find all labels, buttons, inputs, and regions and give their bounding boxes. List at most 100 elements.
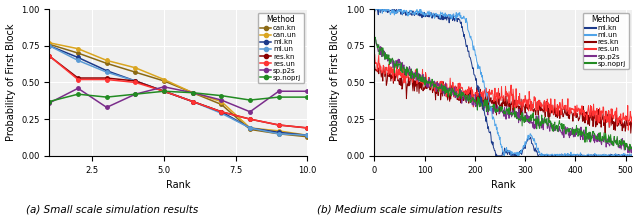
ml.kn [375, 8, 383, 10]
res.un [189, 100, 196, 103]
ml.kn [417, 13, 425, 15]
ml.un [160, 90, 168, 92]
ml.un [371, 8, 379, 10]
sp.p2s [417, 80, 425, 82]
sp.noprj [371, 36, 379, 38]
res.kn [275, 124, 282, 126]
ml.un [405, 13, 413, 15]
can.kn [246, 128, 254, 131]
ml.kn [628, 155, 636, 157]
ml.kn [303, 134, 311, 137]
can.kn [160, 80, 168, 82]
ml.un [131, 80, 139, 82]
res.un [45, 55, 53, 57]
sp.noprj [303, 96, 311, 98]
res.kn [103, 77, 111, 79]
res.un [160, 90, 168, 92]
sp.noprj [424, 82, 431, 84]
res.kn [423, 87, 431, 89]
can.un [246, 127, 254, 129]
Line: ml.kn: ml.kn [47, 44, 309, 137]
sp.p2s [275, 90, 282, 92]
can.kn [45, 43, 53, 46]
res.kn [628, 119, 636, 121]
ml.kn [74, 56, 82, 59]
ml.un [500, 155, 508, 157]
Line: res.un: res.un [47, 54, 309, 130]
sp.noprj [74, 93, 82, 95]
res.un [275, 124, 282, 126]
res.kn [74, 77, 82, 79]
res.un [246, 118, 254, 120]
Text: (b) Medium scale simulation results: (b) Medium scale simulation results [317, 205, 502, 215]
res.kn [45, 55, 53, 57]
ml.kn [423, 15, 431, 17]
can.un [131, 66, 139, 69]
X-axis label: Rank: Rank [166, 180, 191, 190]
res.kn [625, 121, 632, 124]
sp.p2s [303, 90, 311, 92]
sp.noprj [103, 96, 111, 98]
ml.un [628, 153, 636, 155]
can.kn [74, 52, 82, 54]
ml.kn [103, 69, 111, 72]
res.un [376, 69, 383, 71]
ml.kn [131, 80, 139, 82]
sp.noprj [131, 93, 139, 95]
sp.p2s [628, 146, 636, 148]
sp.p2s [189, 91, 196, 94]
ml.kn [404, 11, 412, 14]
sp.noprj [189, 91, 196, 94]
Line: res.kn: res.kn [374, 63, 632, 133]
res.kn [530, 111, 538, 113]
ml.kn [246, 127, 254, 129]
can.un [303, 134, 311, 137]
sp.p2s [218, 99, 225, 101]
sp.p2s [246, 111, 254, 113]
Line: sp.p2s: sp.p2s [47, 85, 309, 114]
res.un [371, 54, 378, 57]
res.kn [404, 76, 412, 78]
ml.un [218, 112, 225, 115]
ml.un [303, 134, 311, 137]
ml.un [418, 12, 426, 14]
Text: (a) Small scale simulation results: (a) Small scale simulation results [26, 205, 198, 215]
can.kn [303, 135, 311, 138]
res.un [626, 117, 634, 119]
res.kn [160, 90, 168, 92]
sp.noprj [371, 38, 378, 41]
res.un [371, 53, 379, 56]
Line: sp.noprj: sp.noprj [47, 89, 309, 103]
can.un [275, 130, 282, 132]
Line: ml.un: ml.un [374, 9, 632, 156]
sp.noprj [218, 94, 225, 97]
sp.p2s [404, 73, 412, 76]
sp.noprj [405, 69, 413, 72]
can.un [45, 41, 53, 44]
res.un [531, 95, 538, 98]
sp.p2s [375, 49, 383, 52]
Line: can.un: can.un [47, 41, 309, 137]
ml.un [45, 45, 53, 47]
sp.noprj [45, 100, 53, 103]
ml.un [189, 100, 196, 103]
can.un [74, 47, 82, 50]
sp.p2s [371, 32, 378, 35]
Line: ml.un: ml.un [47, 44, 309, 137]
res.un [103, 78, 111, 81]
ml.kn [45, 45, 53, 47]
Line: can.kn: can.kn [47, 43, 309, 138]
res.kn [371, 62, 378, 65]
ml.kn [531, 149, 538, 152]
Line: ml.kn: ml.kn [374, 9, 632, 156]
res.un [628, 116, 636, 118]
sp.noprj [626, 143, 634, 146]
sp.noprj [160, 90, 168, 92]
ml.un [103, 71, 111, 74]
sp.noprj [625, 149, 633, 152]
Y-axis label: Probability of First Block: Probability of First Block [330, 24, 340, 141]
ml.un [74, 59, 82, 62]
ml.kn [160, 90, 168, 92]
can.kn [275, 132, 282, 135]
sp.p2s [530, 118, 538, 121]
